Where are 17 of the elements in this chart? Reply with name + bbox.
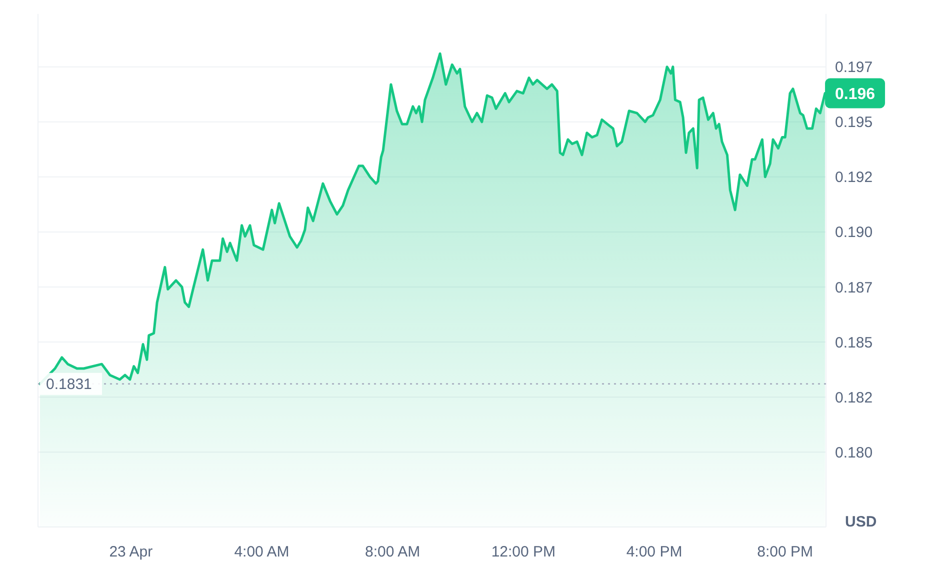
y-tick-label: 0.195	[835, 114, 873, 132]
x-tick-label: 4:00 AM	[234, 543, 290, 560]
y-tick-label: 0.180	[835, 444, 873, 462]
y-tick-label: 0.187	[835, 279, 873, 296]
x-tick-label: 12:00 PM	[491, 543, 556, 560]
ref-line-label: 0.1831	[46, 376, 92, 394]
y-tick-label: 0.185	[835, 334, 873, 352]
x-tick-label: 4:00 PM	[626, 543, 682, 560]
y-tick-label: 0.190	[835, 224, 873, 242]
y-tick-label: 0.197	[835, 59, 873, 76]
y-axis-title: USD	[845, 513, 877, 530]
x-tick-label: 8:00 PM	[757, 543, 814, 560]
x-tick-label: 23 Apr	[109, 543, 153, 560]
x-tick-label: 8:00 AM	[365, 543, 420, 560]
y-tick-label: 0.182	[835, 389, 873, 406]
y-tick-label: 0.192	[835, 169, 873, 186]
annotation: 0.196	[834, 86, 876, 103]
